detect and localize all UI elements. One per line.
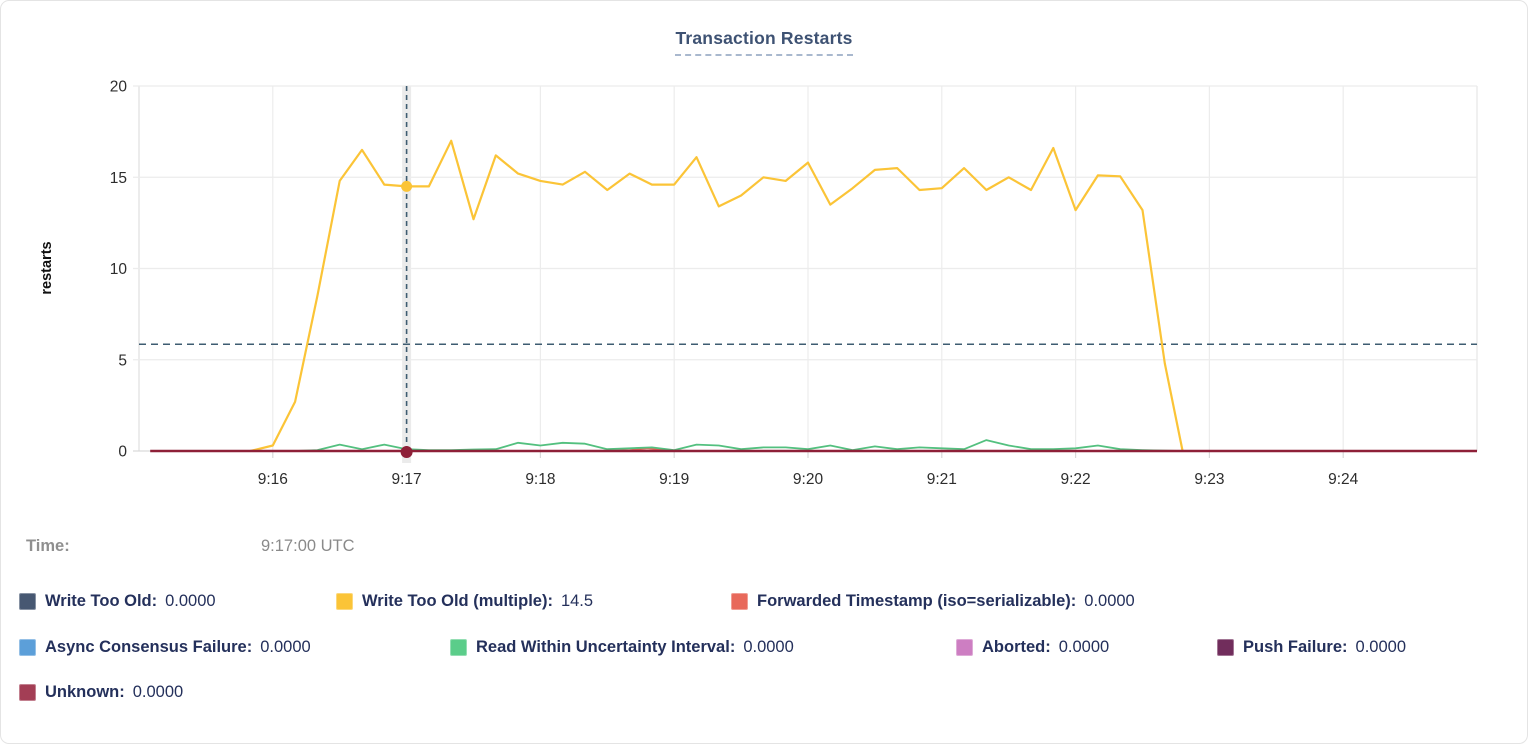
legend-item-write-too-old: Write Too Old: 0.0000 [19, 592, 216, 611]
legend-item-async-consensus-failure: Async Consensus Failure: 0.0000 [19, 638, 311, 657]
svg-text:5: 5 [118, 352, 127, 369]
legend-label: Push Failure: [1243, 638, 1348, 656]
legend-value: 0.0000 [1084, 592, 1135, 610]
legend-value: 0.0000 [132, 683, 184, 701]
legend-row-3: Unknown: 0.0000 [1, 683, 1527, 707]
svg-text:9:24: 9:24 [1328, 471, 1359, 488]
svg-text:9:22: 9:22 [1061, 471, 1091, 488]
svg-text:9:21: 9:21 [927, 471, 957, 488]
hover-time-row: Time: 9:17:00 UTC [1, 537, 1527, 561]
legend-label: Forwarded Timestamp (iso=serializable): [757, 592, 1077, 610]
svg-text:20: 20 [110, 79, 128, 96]
legend-value: 0.0000 [743, 638, 794, 656]
svg-text:9:18: 9:18 [525, 471, 555, 488]
hover-time-label: Time: [26, 537, 70, 555]
svg-text:9:23: 9:23 [1194, 471, 1224, 488]
y-axis-label: restarts [39, 241, 55, 295]
svg-text:9:19: 9:19 [659, 471, 689, 488]
chart-title[interactable]: Transaction Restarts [675, 28, 853, 56]
legend-item-unknown: Unknown: 0.0000 [19, 683, 183, 702]
legend-item-aborted: Aborted: 0.0000 [956, 638, 1109, 657]
legend-row-2: Async Consensus Failure: 0.0000 Read Wit… [1, 638, 1527, 662]
legend-item-forwarded-timestamp: Forwarded Timestamp (iso=serializable): … [731, 592, 1135, 611]
legend-label: Read Within Uncertainty Interval: [476, 638, 736, 656]
legend-value: 0.0000 [260, 638, 311, 656]
legend-swatch [19, 639, 36, 656]
legend-item-write-too-old-multiple: Write Too Old (multiple): 14.5 [336, 592, 593, 611]
legend-value: 0.0000 [165, 592, 216, 610]
legend-label: Write Too Old (multiple): [362, 592, 553, 610]
svg-text:9:16: 9:16 [258, 471, 288, 488]
legend-swatch [1217, 639, 1234, 656]
legend-label: Aborted: [982, 638, 1051, 656]
restarts-chart[interactable]: 9:16 9:17 9:18 9:19 9:20 9:21 9:22 9:23 9:24 0 5 10… [1, 1, 1528, 506]
legend-item-read-within-uncertainty-interval: Read Within Uncertainty Interval: 0.0000 [450, 638, 794, 657]
hover-time-value: 9:17:00 UTC [261, 537, 355, 555]
svg-text:10: 10 [110, 261, 128, 278]
legend-swatch [956, 639, 973, 656]
legend-value: 0.0000 [1058, 638, 1110, 656]
legend-swatch [19, 684, 36, 701]
legend-label: Async Consensus Failure: [45, 638, 253, 656]
svg-text:15: 15 [110, 170, 127, 187]
legend-swatch [450, 639, 467, 656]
chart-title-row: Transaction Restarts [1, 28, 1527, 56]
svg-text:0: 0 [118, 444, 127, 461]
legend-label: Write Too Old: [45, 592, 158, 610]
svg-text:9:20: 9:20 [793, 471, 824, 488]
legend-item-push-failure: Push Failure: 0.0000 [1217, 638, 1406, 657]
legend-swatch [336, 593, 353, 610]
legend-value: 0.0000 [1355, 638, 1406, 656]
legend-swatch [19, 593, 36, 610]
legend-row-1: Write Too Old: 0.0000 Write Too Old (mul… [1, 592, 1527, 616]
legend-value: 14.5 [560, 592, 594, 610]
legend-label: Unknown: [45, 683, 125, 701]
legend-swatch [731, 593, 748, 610]
svg-text:9:17: 9:17 [392, 471, 422, 488]
